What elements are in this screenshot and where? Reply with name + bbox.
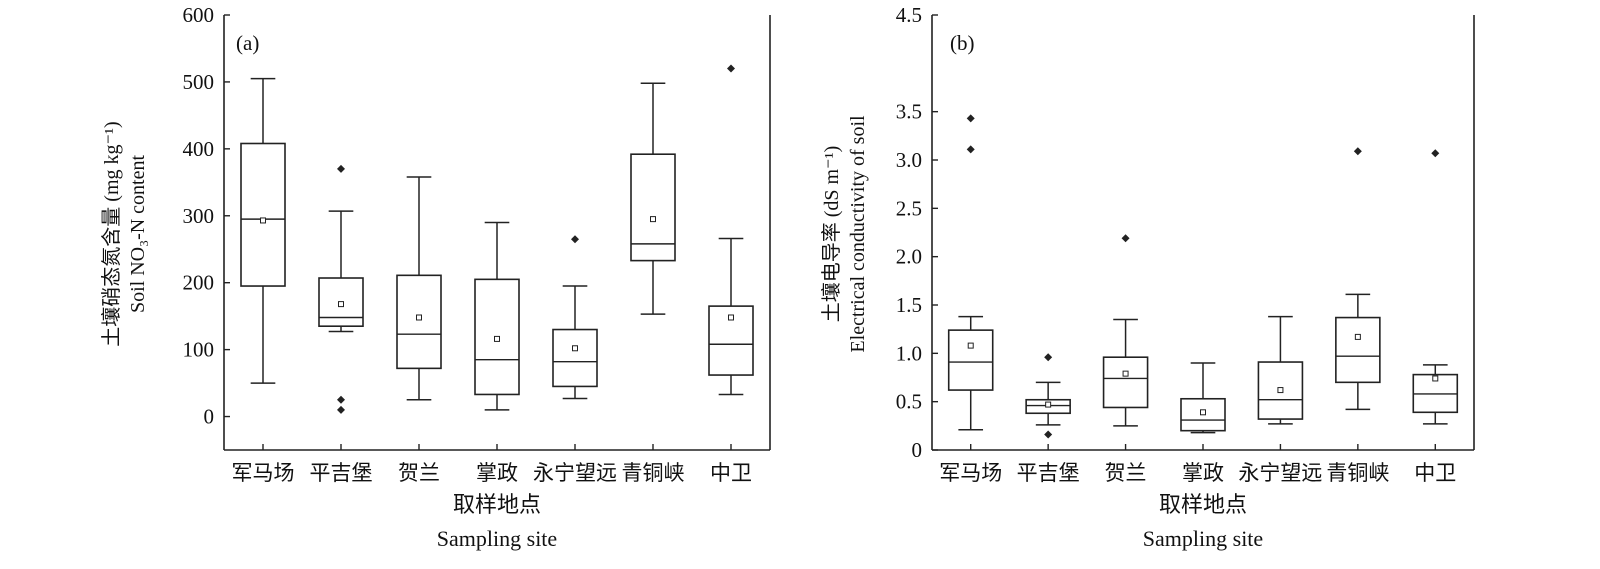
mean-marker [260, 217, 266, 224]
panel-b: (b) 0 0.5 1.0 1.5 2.0 2.5 3.0 3.5 4.5 军马场 平吉堡 贺兰 掌政… [820, 3, 1475, 551]
y-axis-label-a-en: Soil NO₃-N content [127, 155, 149, 314]
category-label: 掌政 [1182, 461, 1224, 485]
y-tick-label: 200 [183, 271, 215, 295]
mean-marker [967, 342, 974, 349]
mean-marker [1354, 333, 1361, 340]
y-tick-label: 3.5 [896, 100, 922, 124]
y-axis-label-b-en: Electrical conductivity of soil [847, 115, 869, 353]
panel-label-b: (b) [950, 31, 975, 55]
outlier-point [571, 235, 579, 244]
box-5 [630, 82, 676, 315]
outlier-point [337, 405, 345, 414]
outlier-point [966, 145, 975, 154]
mean-marker [1122, 370, 1129, 377]
box-iqr [947, 329, 994, 391]
mean-marker [650, 216, 656, 223]
box-3 [474, 221, 520, 411]
box-5 [1335, 147, 1381, 411]
mean-marker [416, 314, 422, 321]
mean-marker [1432, 375, 1439, 382]
category-label: 军马场 [232, 461, 295, 485]
x-axis-label-b-en: Sampling site [1143, 526, 1263, 551]
box-0 [947, 114, 994, 431]
y-tick-label: 500 [183, 70, 215, 94]
y-tick-label: 100 [183, 338, 215, 362]
y-tick-label: 0 [912, 438, 923, 462]
box-4 [552, 235, 598, 400]
y-tick-label: 2.0 [896, 245, 922, 269]
box-iqr [240, 142, 286, 287]
x-axis-label-a-en: Sampling site [437, 526, 557, 551]
y-tick-label: 1.5 [896, 293, 922, 317]
mean-marker [572, 345, 578, 352]
box-3 [1180, 362, 1226, 434]
box-2 [1102, 234, 1149, 427]
box-iqr [396, 274, 442, 370]
outlier-point [1353, 147, 1362, 156]
box-2 [396, 176, 442, 401]
category-label: 青铜峡 [622, 461, 685, 485]
mean-marker [494, 335, 500, 342]
outlier-point [337, 395, 345, 404]
category-label: 永宁望远 [533, 461, 617, 485]
category-label: 永宁望远 [1238, 461, 1322, 485]
box-iqr [630, 153, 676, 262]
box-iqr [552, 328, 598, 388]
box-0 [240, 77, 286, 384]
mean-marker [728, 314, 734, 321]
category-label: 平吉堡 [1017, 461, 1080, 485]
y-axis-label-a-cn: 土壤硝态氮含量 (mg kg⁻¹) [100, 121, 123, 346]
mean-marker [1045, 401, 1052, 408]
outlier-point [727, 64, 735, 73]
category-label: 青铜峡 [1326, 461, 1389, 485]
outlier-point [1431, 149, 1440, 158]
box-4 [1257, 315, 1304, 425]
y-tick-label: 4.5 [896, 3, 922, 27]
mean-marker [1200, 409, 1206, 416]
y-axis-label-b-cn: 土壤电导率 (dS m⁻¹) [820, 146, 843, 323]
panel-label-a: (a) [236, 31, 259, 55]
outlier-point [1044, 430, 1053, 439]
box-iqr [1102, 356, 1149, 409]
panel-a: (a) 0 100 200 300 400 500 600 军马场 平吉堡 贺兰 掌政 永宁望远 青铜… [100, 3, 771, 551]
category-label: 中卫 [710, 461, 752, 485]
y-tick-label: 3.0 [896, 148, 922, 172]
category-label: 军马场 [939, 461, 1002, 485]
category-label: 中卫 [1414, 461, 1456, 485]
outlier-point [966, 114, 975, 123]
x-axis-label-b-cn: 取样地点 [1159, 492, 1247, 517]
y-tick-label: 600 [183, 3, 215, 27]
y-tick-label: 2.5 [896, 196, 922, 220]
category-label: 贺兰 [398, 461, 440, 485]
box-1 [1025, 353, 1071, 439]
category-label: 平吉堡 [310, 461, 373, 485]
x-axis-label-a-cn: 取样地点 [453, 492, 541, 517]
y-tick-label: 0.5 [896, 390, 922, 414]
mean-marker [338, 301, 344, 308]
box-6 [708, 64, 754, 396]
box-iqr [1335, 316, 1381, 384]
y-tick-label: 400 [183, 137, 215, 161]
category-label: 贺兰 [1105, 461, 1147, 485]
y-tick-label: 0 [204, 405, 215, 429]
outlier-point [337, 164, 345, 173]
y-tick-label: 1.0 [896, 341, 922, 365]
outlier-point [1044, 353, 1053, 362]
box-1 [318, 164, 364, 414]
outlier-point [1121, 234, 1130, 243]
mean-marker [1277, 387, 1284, 394]
box-6 [1412, 149, 1459, 425]
y-tick-label: 300 [183, 204, 215, 228]
category-label: 掌政 [476, 461, 518, 485]
